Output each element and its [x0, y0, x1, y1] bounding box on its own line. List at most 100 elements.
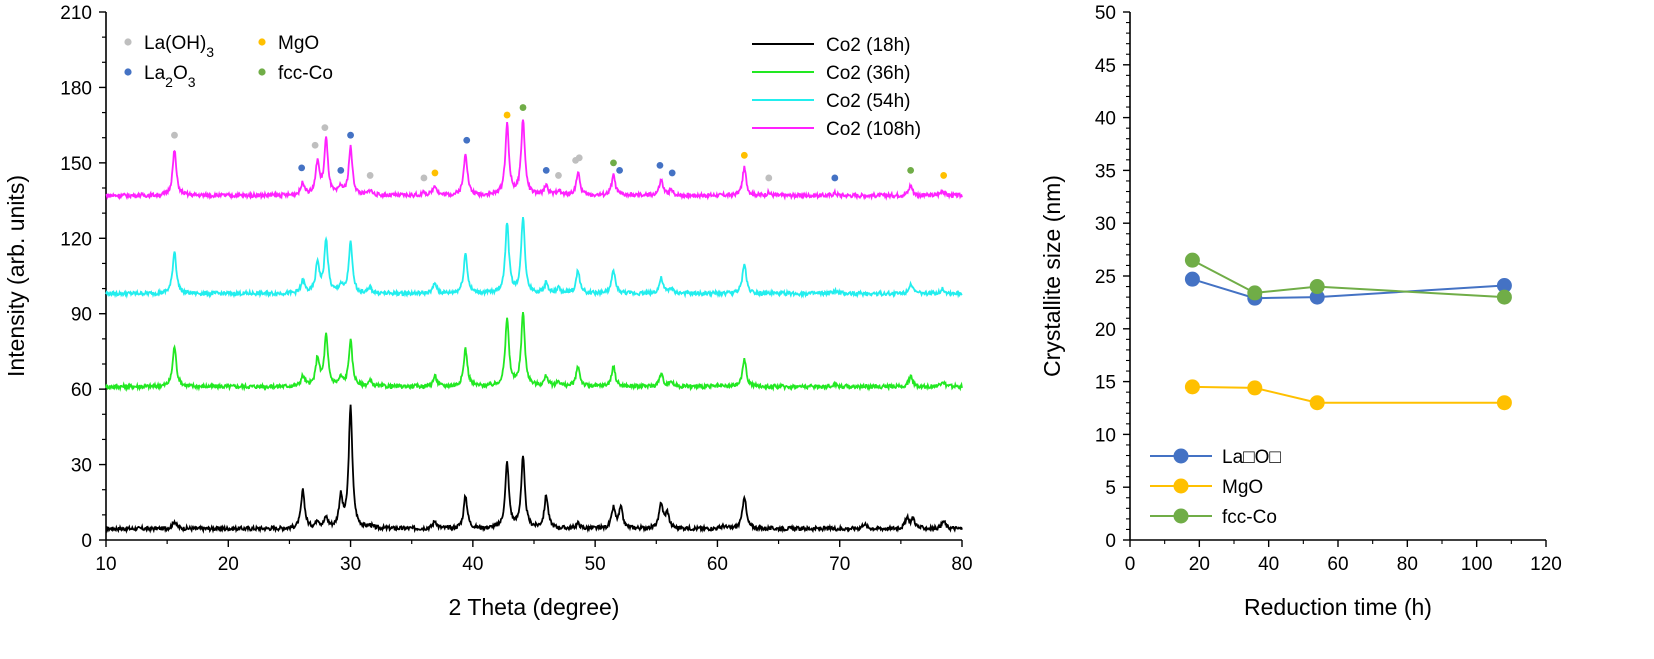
- size-series-point-1: [1184, 379, 1200, 395]
- xrd-x-tick-label: 20: [218, 554, 239, 575]
- xrd-phase-legend-dot: [258, 68, 266, 76]
- xrd-legend-label: Co2 (54h): [826, 91, 911, 112]
- xrd-phase-legend-label: La(OH)3: [144, 33, 214, 60]
- xrd-phase-marker-0: [555, 172, 562, 179]
- xrd-phase-marker-0: [366, 172, 374, 179]
- xrd-phase-marker-1: [298, 164, 306, 172]
- xrd-phase-marker-1: [616, 167, 623, 174]
- xrd-series-2: [105, 216, 963, 299]
- xrd-phase-marker-1: [463, 136, 471, 144]
- xrd-phase-marker-1: [337, 167, 345, 174]
- size-series-point-1: [1309, 395, 1325, 411]
- size-x-tick-label: 0: [1125, 554, 1136, 575]
- size-series-point-1: [1496, 395, 1512, 411]
- xrd-phase-marker-3: [907, 167, 915, 174]
- size-series-point-2: [1496, 289, 1512, 305]
- xrd-phase-legend-dot: [124, 68, 132, 76]
- xrd-y-tick-label: 180: [60, 78, 92, 99]
- size-x-axis-label: Reduction time (h): [1244, 594, 1432, 620]
- size-series-line-1: [1192, 385, 1505, 404]
- xrd-y-tick-label: 60: [71, 380, 92, 401]
- xrd-phase-marker-0: [311, 141, 319, 149]
- xrd-phase-marker-1: [347, 131, 354, 139]
- xrd-phase-legend-dot: [124, 38, 132, 46]
- size-series-line-2: [1191, 259, 1505, 299]
- size-y-tick-label: 25: [1095, 267, 1116, 288]
- size-legend-label: MgO: [1222, 477, 1263, 498]
- size-series-point-0: [1496, 278, 1512, 294]
- size-series-point-2: [1247, 285, 1263, 301]
- xrd-series-0: [105, 404, 963, 534]
- size-series-point-0: [1309, 289, 1325, 305]
- xrd-chart: 0 30 60 90 120 150 180 210 10 20 30 40 50 60 70 80 2 The…: [3, 3, 973, 620]
- size-y-tick-label: 45: [1095, 56, 1116, 77]
- xrd-phase-marker-1: [656, 161, 664, 169]
- xrd-y-tick-label: 0: [81, 531, 92, 552]
- xrd-phase-marker-0: [575, 154, 583, 162]
- xrd-phase-marker-2: [740, 151, 748, 159]
- size-y-tick-label: 0: [1105, 531, 1116, 552]
- xrd-phase-legend-label: fcc-Co: [278, 63, 333, 84]
- xrd-y-axis-label: Intensity (arb. units): [3, 175, 29, 377]
- xrd-series-3: [105, 119, 963, 201]
- xrd-phase-marker-0: [321, 124, 329, 132]
- size-legend-label: fcc-Co: [1222, 507, 1277, 528]
- size-y-tick-label: 50: [1095, 3, 1116, 24]
- size-y-tick-label: 35: [1095, 161, 1116, 182]
- size-y-tick-label: 20: [1095, 320, 1116, 341]
- crystallite-size-chart: 0 5 10 15 20 25 30 35 40 45 50 0 20 40 60 80 100 120 Reduc…: [1039, 3, 1562, 620]
- xrd-x-tick-label: 10: [95, 554, 116, 575]
- xrd-x-axis-label: 2 Theta (degree): [449, 594, 620, 620]
- xrd-x-tick-label: 80: [951, 554, 972, 575]
- xrd-phase-legend-label: MgO: [278, 33, 319, 54]
- size-x-tick-label: 20: [1189, 554, 1210, 575]
- xrd-x-tick-label: 70: [829, 554, 850, 575]
- size-x-tick-label: 120: [1530, 554, 1562, 575]
- xrd-phase-marker-1: [542, 167, 550, 174]
- xrd-x-tick-label: 60: [707, 554, 728, 575]
- xrd-x-tick-label: 50: [585, 554, 606, 575]
- xrd-phase-marker-0: [171, 131, 178, 139]
- size-legend-label: La□O□: [1222, 447, 1281, 468]
- size-y-tick-label: 10: [1095, 425, 1116, 446]
- xrd-x-tick-label: 30: [340, 554, 361, 575]
- size-x-tick-label: 80: [1397, 554, 1418, 575]
- size-series-point-0: [1184, 271, 1200, 287]
- xrd-phase-marker-2: [940, 172, 948, 179]
- xrd-phase-marker-0: [420, 174, 428, 182]
- size-x-tick-label: 100: [1461, 554, 1493, 575]
- size-y-axis-label: Crystallite size (nm): [1039, 175, 1065, 377]
- xrd-legend-label: Co2 (18h): [826, 35, 911, 56]
- size-y-tick-label: 15: [1095, 373, 1116, 394]
- xrd-y-tick-label: 120: [60, 229, 92, 250]
- size-series-point-2: [1309, 279, 1325, 295]
- size-series-point-1: [1247, 380, 1263, 396]
- xrd-phase-marker-2: [431, 169, 439, 177]
- xrd-phase-marker-1: [668, 169, 676, 177]
- xrd-phase-marker-2: [503, 111, 511, 119]
- size-legend-swatch-dot: [1173, 478, 1189, 494]
- size-series-point-2: [1184, 252, 1200, 268]
- xrd-x-tick-label: 40: [462, 554, 483, 575]
- xrd-phase-marker-3: [519, 104, 527, 111]
- xrd-phase-marker-3: [610, 159, 617, 167]
- size-x-tick-label: 60: [1327, 554, 1348, 575]
- xrd-phase-marker-1: [831, 174, 839, 182]
- xrd-y-tick-label: 210: [60, 3, 92, 24]
- xrd-legend-label: Co2 (36h): [826, 63, 911, 84]
- xrd-y-tick-label: 150: [60, 154, 92, 175]
- size-legend-swatch-dot: [1173, 448, 1189, 464]
- xrd-legend-label: Co2 (108h): [826, 119, 921, 140]
- size-legend-swatch-dot: [1173, 508, 1189, 524]
- xrd-phase-legend-label: La2O3: [144, 63, 196, 90]
- size-y-tick-label: 40: [1095, 109, 1116, 130]
- xrd-y-tick-label: 90: [71, 305, 92, 326]
- size-x-tick-label: 40: [1258, 554, 1279, 575]
- xrd-series-1: [105, 311, 963, 393]
- xrd-y-tick-label: 30: [71, 456, 92, 477]
- size-y-tick-label: 5: [1105, 478, 1116, 499]
- size-y-tick-label: 30: [1095, 214, 1116, 235]
- xrd-phase-legend-dot: [258, 38, 266, 46]
- xrd-phase-marker-0: [765, 174, 773, 182]
